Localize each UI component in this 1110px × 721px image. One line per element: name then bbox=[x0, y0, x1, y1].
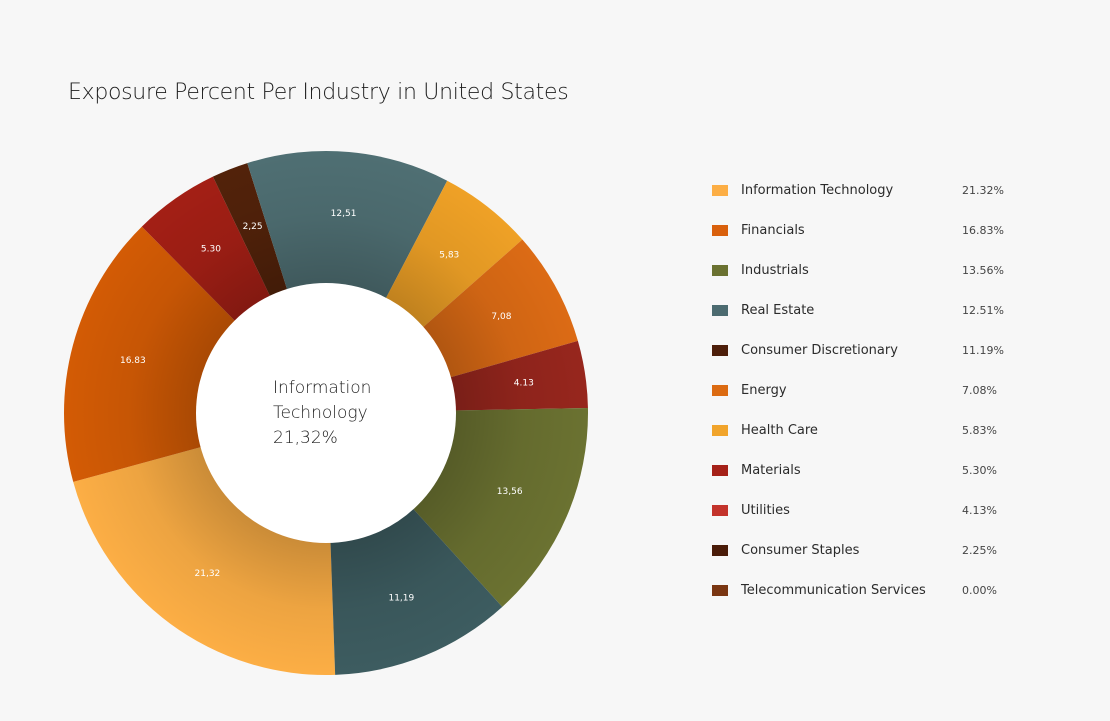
center-label: Information Technology 21,32% bbox=[273, 376, 371, 451]
legend-value: 5.30% bbox=[962, 463, 997, 477]
legend-swatch bbox=[712, 344, 728, 356]
slice-value-label: 13,56 bbox=[497, 487, 523, 497]
slice-value-label: 11,19 bbox=[388, 593, 414, 603]
donut-hole bbox=[196, 283, 456, 543]
legend-value: 4.13% bbox=[962, 503, 997, 517]
donut-chart: 21,32 16.83 5.30 2,25 12,51 5,83 7,08 4.13 13,56… bbox=[64, 151, 588, 675]
legend-item: Materials 5.30% bbox=[712, 450, 1004, 490]
legend-swatch bbox=[712, 584, 728, 596]
legend-swatch bbox=[712, 424, 728, 436]
legend-value: 12.51% bbox=[962, 303, 1004, 317]
legend-label: Financials bbox=[741, 222, 805, 238]
legend-label: Consumer Discretionary bbox=[741, 342, 898, 358]
legend-item: Health Care 5.83% bbox=[712, 410, 1004, 450]
slice-value-label: 4.13 bbox=[514, 378, 534, 388]
legend-value: 21.32% bbox=[962, 183, 1004, 197]
legend-item: Industrials 13.56% bbox=[712, 250, 1004, 290]
legend-label: Energy bbox=[741, 382, 787, 398]
legend-value: 5.83% bbox=[962, 423, 997, 437]
legend-value: 13.56% bbox=[962, 263, 1004, 277]
legend-item: Utilities 4.13% bbox=[712, 490, 1004, 530]
legend-swatch bbox=[712, 304, 728, 316]
legend-item: Financials 16.83% bbox=[712, 210, 1004, 250]
center-label-line1: Information bbox=[273, 378, 372, 398]
legend-swatch bbox=[712, 264, 728, 276]
legend-item: Real Estate 12.51% bbox=[712, 290, 1004, 330]
legend-swatch bbox=[712, 544, 728, 556]
legend-value: 2.25% bbox=[962, 543, 997, 557]
legend-value: 7.08% bbox=[962, 383, 997, 397]
slice-value-label: 12,51 bbox=[331, 209, 357, 219]
slice-value-label: 5.30 bbox=[201, 244, 221, 254]
legend-label: Health Care bbox=[741, 422, 818, 438]
slice-value-label: 7,08 bbox=[491, 312, 511, 322]
legend-swatch bbox=[712, 464, 728, 476]
legend-swatch bbox=[712, 224, 728, 236]
legend-value: 11.19% bbox=[962, 343, 1004, 357]
legend-label: Real Estate bbox=[741, 302, 815, 318]
chart-title: Exposure Percent Per Industry in United … bbox=[68, 80, 569, 105]
slice-value-label: 2,25 bbox=[243, 222, 263, 232]
center-label-value: 21,32% bbox=[273, 428, 338, 448]
legend-item: Information Technology 21.32% bbox=[712, 170, 1004, 210]
legend-label: Consumer Staples bbox=[741, 542, 860, 558]
legend-item: Telecommunication Services 0.00% bbox=[712, 570, 1004, 610]
legend-label: Materials bbox=[741, 462, 801, 478]
center-label-line2: Technology bbox=[273, 403, 368, 423]
legend-value: 16.83% bbox=[962, 223, 1004, 237]
legend-swatch bbox=[712, 504, 728, 516]
slice-value-label: 5,83 bbox=[439, 251, 459, 261]
legend-label: Utilities bbox=[741, 502, 790, 518]
legend-swatch bbox=[712, 184, 728, 196]
legend-item: Consumer Discretionary 11.19% bbox=[712, 330, 1004, 370]
legend-item: Consumer Staples 2.25% bbox=[712, 530, 1004, 570]
slice-value-label: 21,32 bbox=[195, 569, 221, 579]
legend-swatch bbox=[712, 384, 728, 396]
legend-label: Industrials bbox=[741, 262, 809, 278]
legend-item: Energy 7.08% bbox=[712, 370, 1004, 410]
legend-label: Telecommunication Services bbox=[741, 582, 926, 598]
legend: Information Technology 21.32% Financials… bbox=[712, 170, 1004, 610]
legend-value: 0.00% bbox=[962, 583, 997, 597]
legend-label: Information Technology bbox=[741, 182, 894, 198]
slice-value-label: 16.83 bbox=[120, 356, 146, 366]
